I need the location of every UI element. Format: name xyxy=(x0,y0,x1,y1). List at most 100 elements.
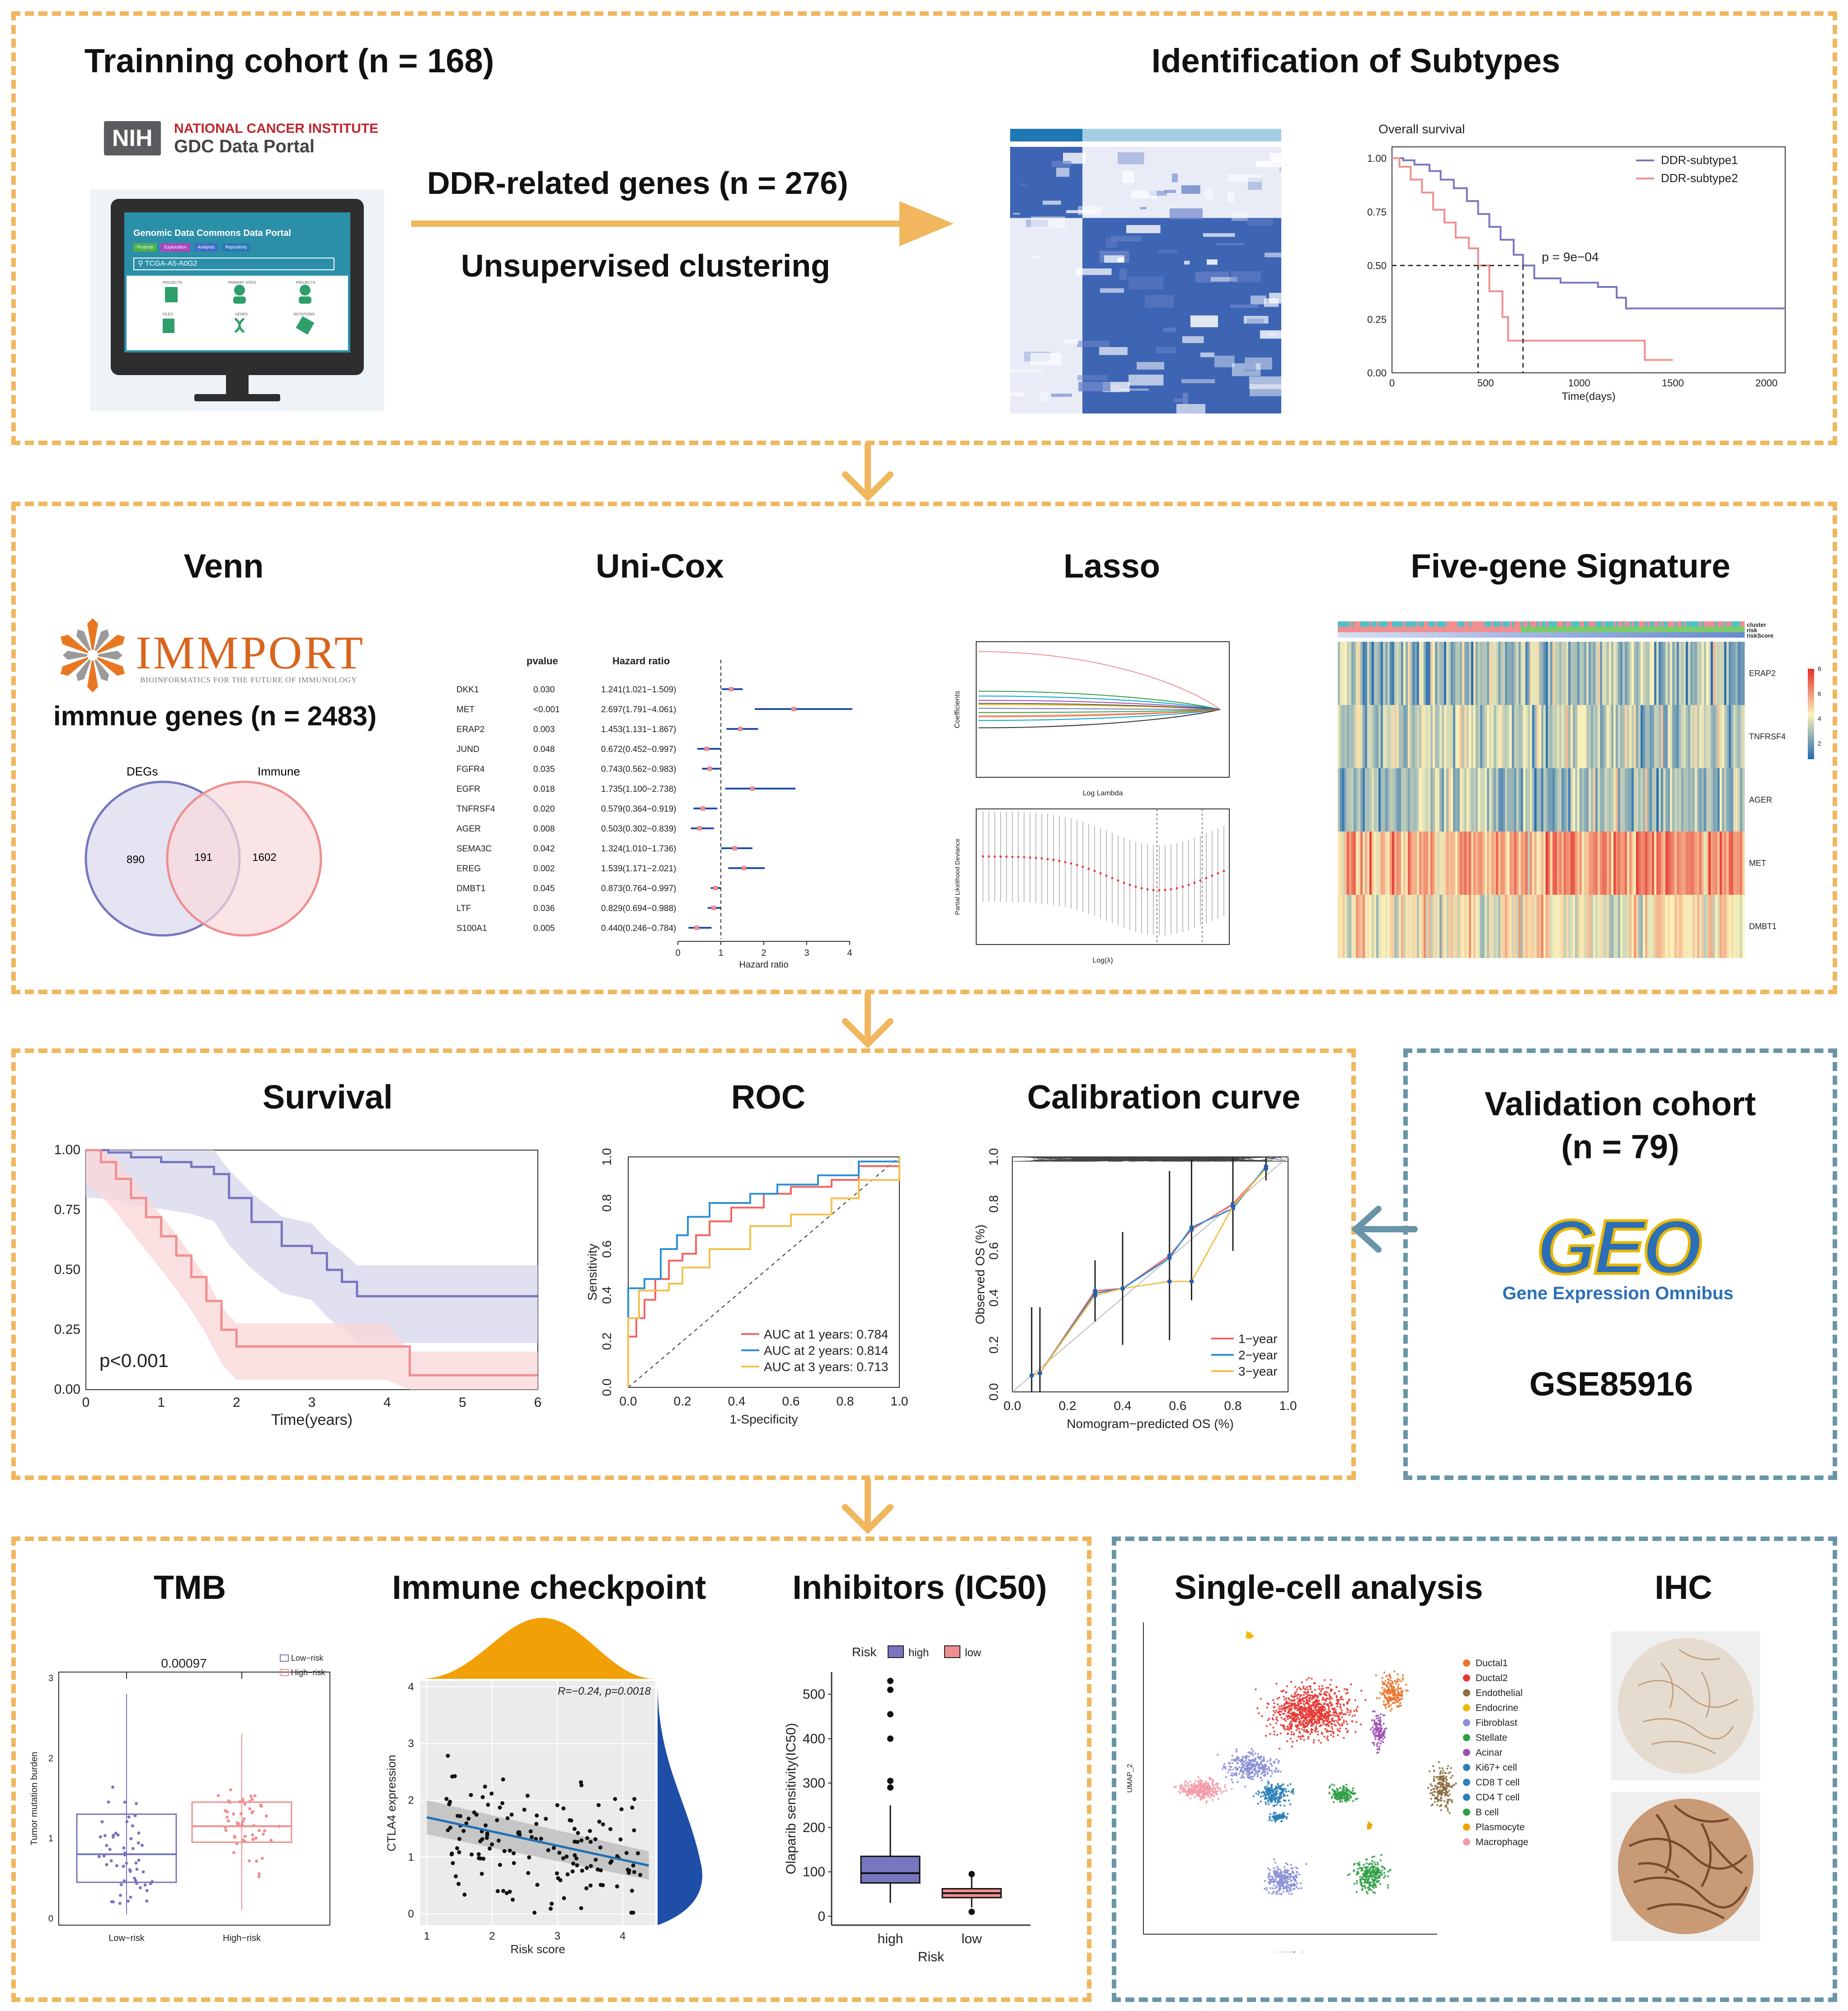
sig-track-riskscore xyxy=(1455,632,1458,638)
lasso-title: Lasso xyxy=(1063,547,1160,585)
umap-cell xyxy=(1318,1718,1320,1720)
sig-track-cluster xyxy=(1645,621,1648,627)
sig-cell xyxy=(1729,705,1731,768)
sig-cell xyxy=(1345,642,1347,705)
umap-cell xyxy=(1375,1729,1377,1731)
umap-cell xyxy=(1446,1801,1448,1803)
umap-cell xyxy=(1256,1707,1259,1710)
sig-cell xyxy=(1733,705,1736,768)
sig-track-risk xyxy=(1722,627,1725,632)
checkpoint-ytick: 2 xyxy=(408,1795,414,1807)
umap-cell xyxy=(1273,1730,1276,1733)
sig-cell xyxy=(1724,895,1727,958)
umap-cell xyxy=(1298,1703,1300,1706)
checkpoint-point xyxy=(500,1801,504,1805)
sig-track-cluster xyxy=(1487,621,1490,627)
checkpoint-point xyxy=(597,1803,601,1807)
heatmap-noise xyxy=(1203,233,1235,237)
checkpoint-point xyxy=(598,1845,602,1850)
sig-cell xyxy=(1566,705,1569,768)
umap-cell xyxy=(1295,1729,1298,1731)
sig-cell xyxy=(1595,705,1598,768)
sig-track-risk xyxy=(1410,627,1413,632)
sig-cell xyxy=(1708,705,1711,768)
umap-cell xyxy=(1279,1878,1281,1880)
sig-cell xyxy=(1532,832,1535,895)
checkpoint-title: Immune checkpoint xyxy=(392,1569,706,1606)
portal-tab-projects[interactable]: Projects xyxy=(133,243,157,252)
umap-cell xyxy=(1378,1748,1380,1750)
sig-cell xyxy=(1419,832,1422,895)
umap-cell xyxy=(1285,1790,1288,1793)
sig-cell xyxy=(1652,642,1655,705)
portal-tab-repository[interactable]: Repository xyxy=(221,243,251,252)
sig-track-riskscore xyxy=(1345,632,1347,638)
sig-track-cluster xyxy=(1358,621,1361,627)
umap-cell xyxy=(1276,1703,1279,1706)
umap-cell xyxy=(1267,1787,1270,1790)
portal-tab-analysis[interactable]: Analysis xyxy=(194,243,218,252)
heatmap-noise xyxy=(1129,277,1164,290)
umap-cell xyxy=(1276,1734,1279,1736)
checkpoint-point xyxy=(458,1814,463,1818)
umap-cell xyxy=(1329,1785,1331,1787)
umap-cell xyxy=(1289,1722,1292,1724)
portal-search[interactable]: ⚲ TCGA-A5-A0G2 xyxy=(133,258,334,270)
sig-track-riskscore xyxy=(1442,632,1444,638)
sig-cell xyxy=(1548,832,1551,895)
umap-cell xyxy=(1235,1767,1237,1770)
sig-cell xyxy=(1555,642,1557,705)
umap-cell xyxy=(1393,1686,1395,1688)
sig-cell xyxy=(1412,705,1415,768)
umap-cell xyxy=(1390,1691,1392,1693)
sig-track-cluster xyxy=(1652,621,1655,627)
ic50-title: Inhibitors (IC50) xyxy=(792,1569,1047,1606)
umap-cell xyxy=(1319,1709,1322,1711)
checkpoint-point xyxy=(561,1856,565,1861)
checkpoint-point xyxy=(534,1822,539,1826)
forest-point xyxy=(738,727,743,731)
checkpoint-point xyxy=(573,1839,577,1844)
umap-cell xyxy=(1314,1689,1316,1691)
sig-cell xyxy=(1668,768,1670,832)
umap-cell xyxy=(1382,1741,1384,1743)
umap-cell xyxy=(1386,1685,1388,1687)
immune-genes-label: immnue genes (n = 2483) xyxy=(53,701,377,731)
checkpoint-point xyxy=(485,1833,489,1837)
sig-track-risk xyxy=(1485,627,1487,632)
umap-cell xyxy=(1313,1682,1315,1685)
roc-title: ROC xyxy=(731,1078,806,1116)
sig-cell xyxy=(1632,895,1634,958)
sig-track-cluster xyxy=(1385,621,1388,627)
heatmap-noise xyxy=(1264,298,1279,307)
portal-tab-exploration[interactable]: Exploration xyxy=(160,243,191,252)
checkpoint-point xyxy=(476,1856,481,1861)
umap-cell xyxy=(1296,1718,1298,1721)
sig-track-riskscore xyxy=(1467,632,1469,638)
umap-cell xyxy=(1270,1763,1272,1765)
tmb-box-high xyxy=(191,1801,292,1843)
sig-track-riskscore xyxy=(1702,632,1704,638)
umap-cell xyxy=(1283,1799,1285,1802)
sig-cell xyxy=(1690,705,1693,768)
sig-cell xyxy=(1654,832,1657,895)
checkpoint-point xyxy=(522,1808,527,1812)
sig-track-cluster xyxy=(1519,621,1521,627)
sig-cell xyxy=(1369,705,1372,768)
risk-survival-plot: 0.000.250.500.751.000 1 2 3 4 5 6Time(years)p<… xyxy=(54,1142,542,1428)
sig-cell xyxy=(1602,705,1605,768)
umap-cell xyxy=(1383,1682,1386,1684)
tmb-point xyxy=(129,1837,133,1841)
sig-track-cluster xyxy=(1428,621,1431,627)
sig-cell xyxy=(1512,832,1514,895)
umap-cell xyxy=(1268,1797,1270,1800)
checkpoint-density-top xyxy=(420,1618,655,1679)
calib-xtick: 0.4 xyxy=(1114,1399,1132,1413)
sig-cell xyxy=(1347,642,1350,705)
umap-cell xyxy=(1312,1719,1314,1721)
umap-cell xyxy=(1214,1788,1217,1790)
umap-cell xyxy=(1303,1738,1305,1741)
umap-cell xyxy=(1323,1712,1326,1715)
sig-track-cluster xyxy=(1503,621,1505,627)
sig-track-risk xyxy=(1731,627,1734,632)
